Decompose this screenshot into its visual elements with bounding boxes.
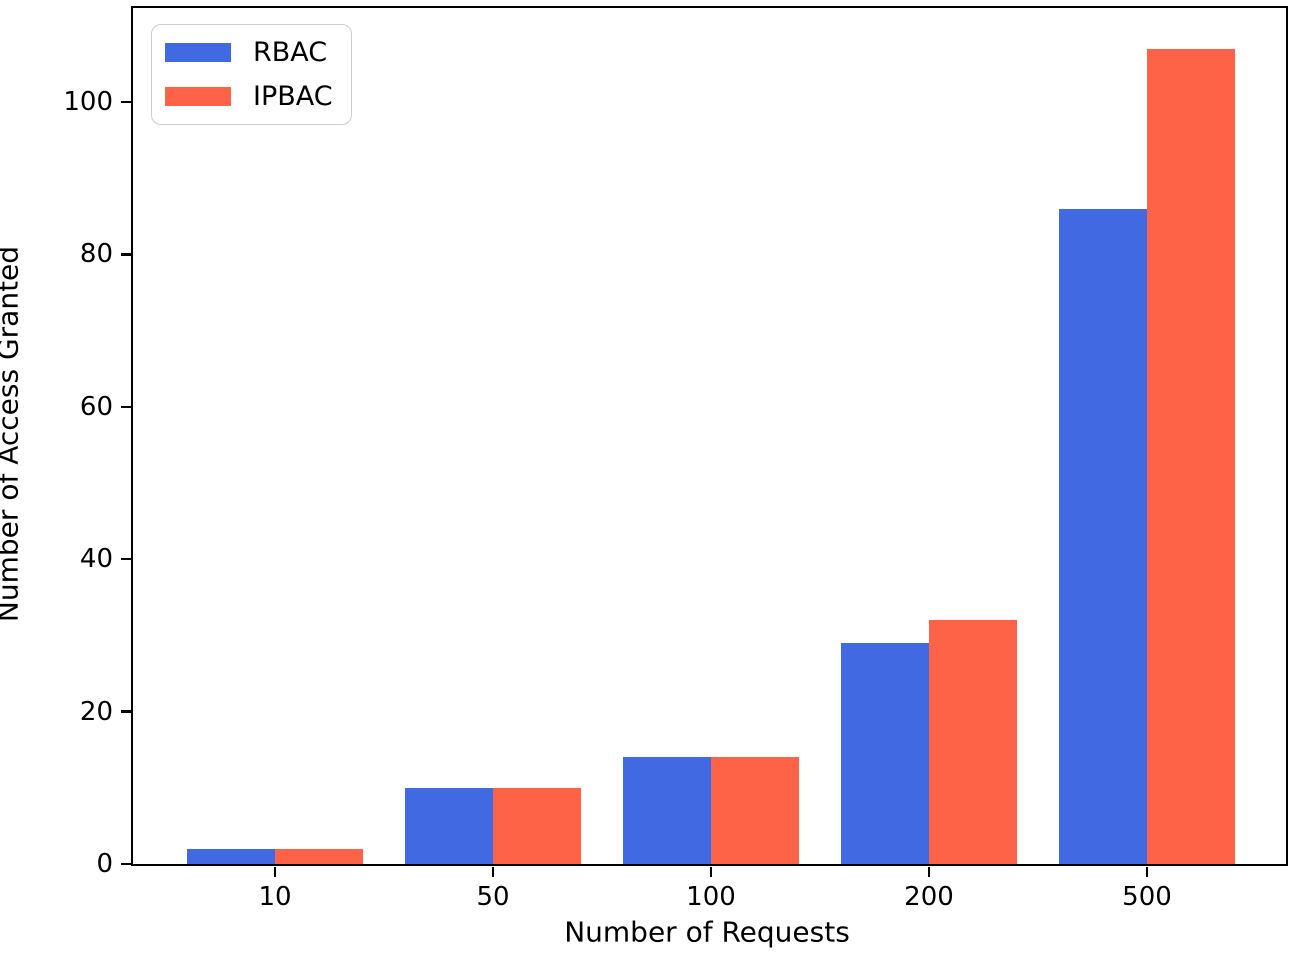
bar-ipbac-100 xyxy=(711,757,799,864)
bar-rbac-500 xyxy=(1059,208,1147,864)
y-tick-mark xyxy=(120,862,131,866)
legend-item-ipbac: IPBAC xyxy=(165,80,333,112)
y-tick-label: 100 xyxy=(63,87,113,118)
bar-rbac-100 xyxy=(623,757,711,864)
bar-ipbac-500 xyxy=(1147,48,1235,864)
x-tick-mark xyxy=(1145,866,1149,877)
y-tick-mark xyxy=(120,100,131,104)
bar-rbac-10 xyxy=(187,848,275,864)
y-tick-mark xyxy=(120,710,131,713)
legend-swatch-rbac xyxy=(165,43,231,63)
x-axis-label: Number of Requests xyxy=(564,915,850,949)
bar-rbac-50 xyxy=(405,787,493,864)
y-axis-label: Number of Access Granted xyxy=(0,245,25,623)
y-tick-label: 0 xyxy=(96,849,113,879)
y-tick-mark xyxy=(120,253,131,256)
x-tick-mark xyxy=(273,866,277,877)
y-tick-label: 40 xyxy=(79,544,113,575)
x-tick-label: 200 xyxy=(904,882,954,912)
y-tick-mark xyxy=(120,557,131,561)
bar-ipbac-50 xyxy=(493,787,581,864)
x-tick-label: 500 xyxy=(1122,882,1172,912)
y-tick-label: 60 xyxy=(79,391,113,422)
legend-label-rbac: RBAC xyxy=(253,37,328,68)
y-tick-label: 80 xyxy=(79,239,113,270)
y-tick-label: 20 xyxy=(79,696,113,727)
x-tick-label: 10 xyxy=(258,882,292,912)
bar-ipbac-10 xyxy=(275,848,363,864)
x-tick-label: 50 xyxy=(476,882,510,912)
legend-swatch-ipbac xyxy=(165,87,231,107)
legend-label-ipbac: IPBAC xyxy=(253,80,333,112)
y-tick-mark xyxy=(120,405,131,409)
x-tick-mark xyxy=(927,866,931,877)
bar-ipbac-200 xyxy=(929,620,1017,864)
x-tick-mark xyxy=(709,866,713,877)
legend-item-rbac: RBAC xyxy=(165,38,333,68)
plot-area: RBAC IPBAC 0 20 40 60 80 100 10 50 100 200 500 xyxy=(63,6,1288,910)
x-tick-label: 100 xyxy=(686,882,736,912)
legend: RBAC IPBAC xyxy=(151,24,352,126)
bar-rbac-200 xyxy=(841,643,929,864)
x-tick-mark xyxy=(491,866,495,877)
